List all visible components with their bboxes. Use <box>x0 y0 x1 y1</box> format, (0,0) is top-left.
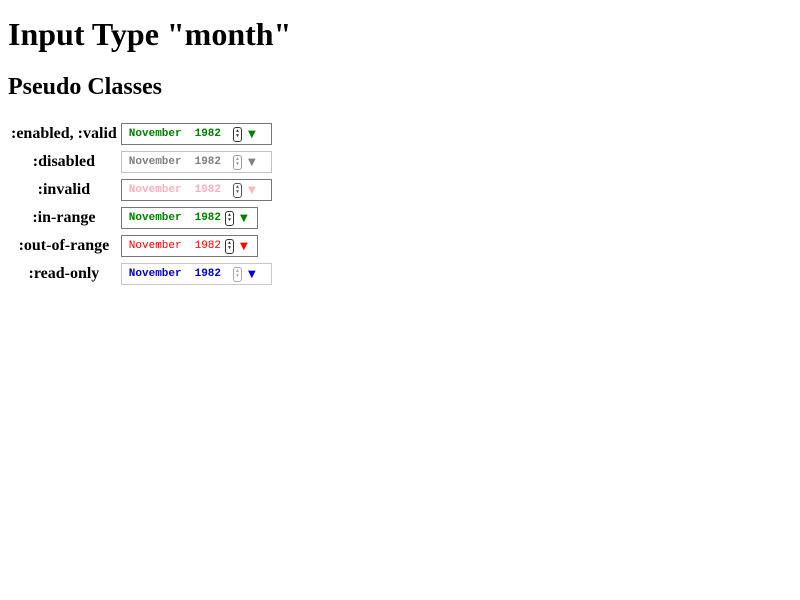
section-heading: Pseudo Classes <box>8 74 163 100</box>
month-input-in-range[interactable]: November 1982 ▲ ▼ ▼ <box>120 207 258 229</box>
spinner-icon[interactable]: ▲ ▼ <box>225 238 235 254</box>
spinner-icon[interactable]: ▲ ▼ <box>233 126 243 142</box>
year-field[interactable]: 1982 <box>194 240 222 252</box>
dropdown-arrow-icon[interactable]: ▼ <box>240 240 248 252</box>
month-field[interactable]: November <box>128 184 182 196</box>
table-row: :in-range November 1982 ▲ ▼ ▼ <box>10 205 273 231</box>
spinner-icon[interactable]: ▲ ▼ <box>233 182 243 198</box>
spinner-icon: ▲ ▼ <box>233 266 243 282</box>
dropdown-arrow-icon[interactable]: ▼ <box>248 128 256 140</box>
row-label: :in-range <box>32 209 96 226</box>
month-field[interactable]: November <box>128 240 182 252</box>
pseudo-class-table: :enabled, :valid November 1982 ▲ ▼ ▼ :dis… <box>8 119 275 289</box>
year-field: 1982 <box>194 156 222 168</box>
table-row: :invalid November 1982 ▲ ▼ ▼ <box>10 177 273 203</box>
year-field[interactable]: 1982 <box>194 184 222 196</box>
row-label: :enabled, :valid <box>11 125 117 142</box>
row-label: :invalid <box>37 181 91 198</box>
month-field[interactable]: November <box>128 212 182 224</box>
month-field[interactable]: November <box>128 268 182 280</box>
year-field[interactable]: 1982 <box>194 268 222 280</box>
table-row: :read-only November 1982 ▲ ▼ ▼ <box>10 261 273 287</box>
month-input-out-of-range[interactable]: November 1982 ▲ ▼ ▼ <box>120 235 258 257</box>
year-field[interactable]: 1982 <box>194 212 222 224</box>
month-field: November <box>128 156 182 168</box>
month-input-disabled: November 1982 ▲ ▼ ▼ <box>120 151 272 173</box>
spinner-icon: ▲ ▼ <box>233 154 243 170</box>
page: Input Type "month" Pseudo Classes :enabl… <box>0 0 800 297</box>
row-label: :read-only <box>28 265 100 282</box>
year-field[interactable]: 1982 <box>194 128 222 140</box>
dropdown-arrow-icon[interactable]: ▼ <box>240 212 248 224</box>
table-row: :enabled, :valid November 1982 ▲ ▼ ▼ <box>10 121 273 147</box>
month-input-invalid[interactable]: November 1982 ▲ ▼ ▼ <box>120 179 272 201</box>
table-row: :disabled November 1982 ▲ ▼ ▼ <box>10 149 273 175</box>
table-row: :out-of-range November 1982 ▲ ▼ ▼ <box>10 233 273 259</box>
page-title: Input Type "month" <box>8 16 292 52</box>
month-input-valid[interactable]: November 1982 ▲ ▼ ▼ <box>120 123 272 145</box>
month-field[interactable]: November <box>128 128 182 140</box>
dropdown-arrow-icon[interactable]: ▼ <box>248 268 256 280</box>
month-input-read-only[interactable]: November 1982 ▲ ▼ ▼ <box>120 263 272 285</box>
row-label: :out-of-range <box>18 237 110 254</box>
dropdown-arrow-icon[interactable]: ▼ <box>248 184 256 196</box>
spinner-icon[interactable]: ▲ ▼ <box>225 210 235 226</box>
row-label: :disabled <box>32 153 96 170</box>
dropdown-arrow-icon: ▼ <box>248 156 256 168</box>
